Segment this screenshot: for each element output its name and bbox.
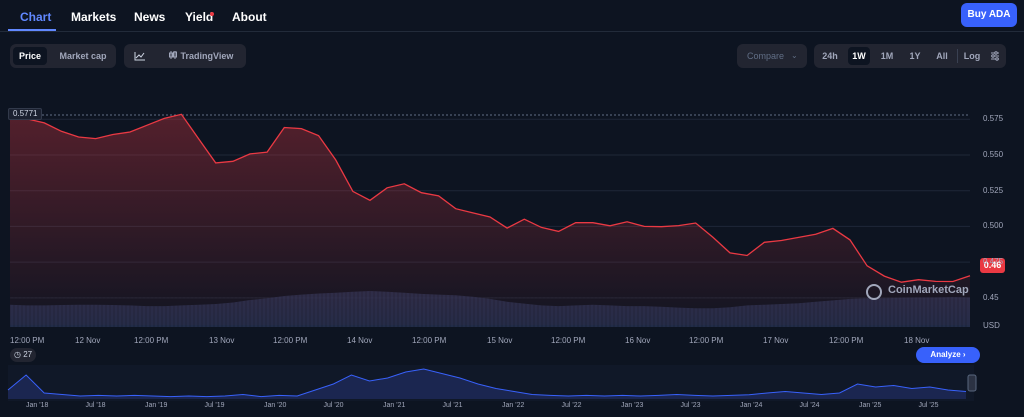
xaxis-tick-label: 12 Nov xyxy=(75,336,101,345)
price-chart[interactable] xyxy=(0,95,1024,335)
navigator-tick-label: Jul '18 xyxy=(85,402,106,409)
xaxis-tick-label: 14 Nov xyxy=(347,336,373,345)
events-count: 27 xyxy=(23,350,33,359)
xaxis-tick-label: 12:00 PM xyxy=(134,336,169,345)
chevron-right-icon: › xyxy=(962,350,966,359)
xaxis-tick-label: 12:00 PM xyxy=(829,336,864,345)
navigator-tick-label: Jan '21 xyxy=(383,402,406,409)
tab-markets[interactable]: Markets xyxy=(71,10,117,24)
yaxis-tick-label: 0.475 xyxy=(983,257,1004,267)
xaxis-tick-label: 12:00 PM xyxy=(10,336,45,345)
xaxis-tick-label: 17 Nov xyxy=(763,336,789,345)
sliders-icon xyxy=(991,51,999,61)
open-price-label: 0.5771 xyxy=(8,108,43,120)
tab-yield[interactable]: Yield xyxy=(185,10,214,24)
navigator-tick-label: Jan '25 xyxy=(859,402,882,409)
compare-dropdown[interactable]: Compare ⌄ xyxy=(737,44,807,68)
price-mode-button[interactable]: Price xyxy=(13,47,47,65)
navigator-tick-label: Jul '21 xyxy=(442,402,463,409)
xaxis-tick-label: 16 Nov xyxy=(625,336,651,345)
line-chart-icon xyxy=(134,52,145,61)
buy-ada-button[interactable]: Buy ADA xyxy=(961,3,1017,27)
yaxis-tick-label: 0.550 xyxy=(983,150,1004,159)
navigator-line xyxy=(7,368,967,398)
xaxis-tick-label: 15 Nov xyxy=(487,336,513,345)
tradingview-button[interactable]: TradingView xyxy=(162,47,244,65)
events-button[interactable]: ◷ 27 xyxy=(10,348,37,362)
price-mode-toggle: Price Market cap xyxy=(10,44,116,68)
range-1w-button[interactable]: 1W xyxy=(848,47,870,65)
navigator-tick-label: Jan '24 xyxy=(740,402,763,409)
xaxis-tick-label: 12:00 PM xyxy=(412,336,447,345)
range-24h-button[interactable]: 24h xyxy=(822,51,838,61)
range-1m-button[interactable]: 1M xyxy=(880,51,894,61)
tab-chart[interactable]: Chart xyxy=(20,10,52,24)
tab-about[interactable]: About xyxy=(232,10,267,24)
xaxis-tick-label: 12:00 PM xyxy=(273,336,308,345)
clock-icon: ◷ xyxy=(14,350,21,359)
line-chart-button[interactable] xyxy=(128,47,152,65)
xaxis-tick-label: 13 Nov xyxy=(209,336,235,345)
last-price-label: 0.46 xyxy=(980,258,1005,273)
navigator-tick-label: Jan '18 xyxy=(26,402,49,409)
navigator-handle[interactable] xyxy=(967,374,977,392)
navigator-tick-label: Jul '20 xyxy=(323,402,344,409)
navigator-tick-label: Jul '19 xyxy=(204,402,225,409)
time-range-selector: 24h 1W 1M 1Y All Log xyxy=(814,44,1006,68)
top-navigation: Chart Markets News Yield About Buy ADA xyxy=(0,0,1024,32)
yaxis-tick-label: 0.45 xyxy=(983,292,999,302)
analyze-button[interactable]: Analyze › xyxy=(916,347,980,363)
yield-notification-dot xyxy=(210,12,214,16)
xaxis-tick-label: 18 Nov xyxy=(904,336,930,345)
navigator-tick-label: Jan '20 xyxy=(264,402,287,409)
navigator-tick-label: Jul '24 xyxy=(799,402,820,409)
price-line xyxy=(9,113,971,283)
chevron-down-icon: ⌄ xyxy=(791,51,798,60)
xaxis-tick-label: 12:00 PM xyxy=(689,336,724,345)
navigator-tick-label: Jul '23 xyxy=(680,402,701,409)
range-navigator[interactable] xyxy=(0,365,1024,401)
range-1y-button[interactable]: 1Y xyxy=(909,51,921,61)
xaxis-tick-label: 12:00 PM xyxy=(551,336,586,345)
tradingview-label: TradingView xyxy=(180,51,234,61)
candlestick-icon xyxy=(169,51,177,59)
chart-settings-button[interactable] xyxy=(986,47,1004,65)
market-cap-mode-button[interactable]: Market cap xyxy=(59,51,107,61)
watermark: CoinMarketCap xyxy=(888,284,969,296)
chart-type-toggle: TradingView xyxy=(124,44,246,68)
yaxis-tick-label: 0.525 xyxy=(983,185,1004,195)
yaxis-tick-label: 0.500 xyxy=(983,221,1004,231)
navigator-tick-label: Jan '19 xyxy=(145,402,168,409)
divider xyxy=(957,49,958,63)
compare-label: Compare xyxy=(747,51,785,61)
navigator-tick-label: Jul '25 xyxy=(918,402,939,409)
yaxis-tick-label: 0.575 xyxy=(983,114,1004,124)
range-all-button[interactable]: All xyxy=(936,51,948,61)
navigator-tick-label: Jan '23 xyxy=(621,402,644,409)
log-scale-button[interactable]: Log xyxy=(963,51,981,61)
yaxis-unit-label: USD xyxy=(983,321,1000,330)
active-tab-indicator xyxy=(8,29,56,31)
navigator-tick-label: Jul '22 xyxy=(561,402,582,409)
navigator-tick-label: Jan '22 xyxy=(502,402,525,409)
analyze-label: Analyze xyxy=(930,350,961,359)
coinmarketcap-logo xyxy=(866,284,882,300)
tab-news[interactable]: News xyxy=(134,10,166,24)
price-area-fill xyxy=(10,114,970,325)
